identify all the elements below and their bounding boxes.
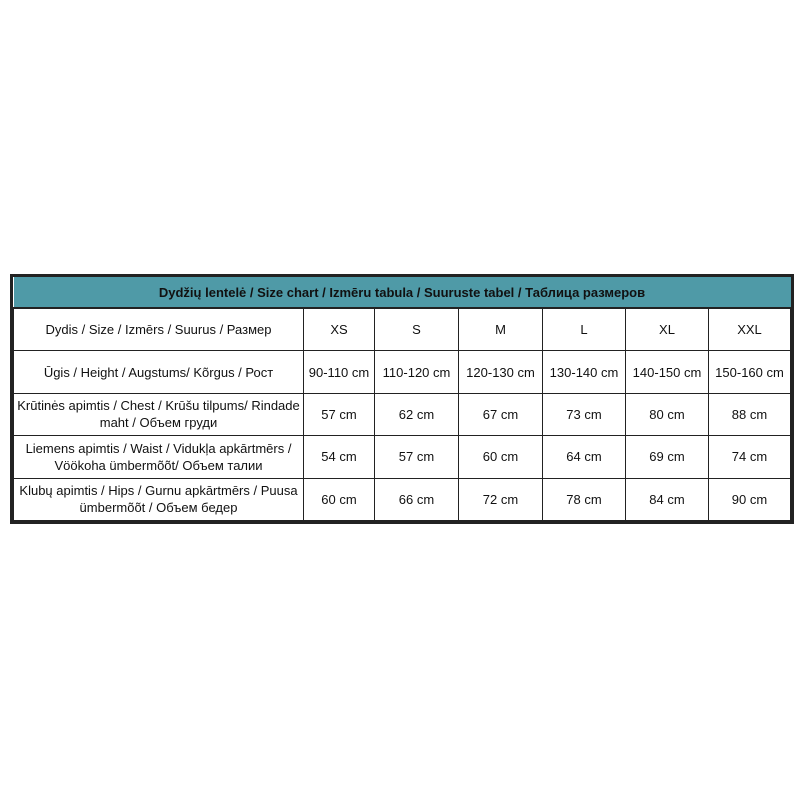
table-cell: 78 cm: [542, 477, 626, 522]
table-cell: 90 cm: [708, 477, 791, 522]
table-cell: 140-150 cm: [625, 350, 709, 394]
table-cell: 130-140 cm: [542, 350, 626, 394]
table-cell: 60 cm: [303, 477, 375, 522]
table-cell: 74 cm: [708, 435, 791, 479]
table-cell: 88 cm: [708, 392, 791, 437]
row-label: Klubų apimtis / Hips / Gurnu apkārtmērs …: [13, 477, 304, 522]
table-cell: 110-120 cm: [374, 350, 459, 394]
table-cell: 67 cm: [458, 392, 543, 437]
table-row: Dydis / Size / Izmērs / Suurus / Размер X…: [13, 307, 791, 352]
table-cell: 72 cm: [458, 477, 543, 522]
table-cell: 150-160 cm: [708, 350, 791, 394]
table-cell: 57 cm: [303, 392, 375, 437]
table-cell: 62 cm: [374, 392, 459, 437]
table-cell: L: [542, 307, 626, 352]
table-cell: 120-130 cm: [458, 350, 543, 394]
row-label: Liemens apimtis / Waist / Vidukļa apkārt…: [13, 435, 304, 479]
table-row: Liemens apimtis / Waist / Vidukļa apkārt…: [13, 435, 791, 479]
table-cell: XS: [303, 307, 375, 352]
table-title: Dydžių lentelė / Size chart / Izmēru tab…: [13, 277, 791, 309]
table-cell: 84 cm: [625, 477, 709, 522]
table-cell: 54 cm: [303, 435, 375, 479]
table-cell: 66 cm: [374, 477, 459, 522]
table-cell: 69 cm: [625, 435, 709, 479]
table-cell: M: [458, 307, 543, 352]
table-cell: XXL: [708, 307, 791, 352]
table-row: Klubų apimtis / Hips / Gurnu apkārtmērs …: [13, 477, 791, 522]
table-cell: 90-110 cm: [303, 350, 375, 394]
table-row: Krūtinės apimtis / Chest / Krūšu tilpums…: [13, 392, 791, 437]
table-cell: 80 cm: [625, 392, 709, 437]
table-cell: 64 cm: [542, 435, 626, 479]
table-row: Ūgis / Height / Augstums/ Kõrgus / Рост 9…: [13, 350, 791, 394]
table-cell: 57 cm: [374, 435, 459, 479]
table-cell: S: [374, 307, 459, 352]
row-label: Krūtinės apimtis / Chest / Krūšu tilpums…: [13, 392, 304, 437]
table-cell: 60 cm: [458, 435, 543, 479]
table-cell: XL: [625, 307, 709, 352]
size-chart: Dydžių lentelė / Size chart / Izmēru tab…: [10, 274, 794, 524]
row-label: Dydis / Size / Izmērs / Suurus / Размер: [13, 307, 304, 352]
size-table: Dydžių lentelė / Size chart / Izmēru tab…: [13, 277, 791, 522]
table-cell: 73 cm: [542, 392, 626, 437]
row-label: Ūgis / Height / Augstums/ Kõrgus / Рост: [13, 350, 304, 394]
